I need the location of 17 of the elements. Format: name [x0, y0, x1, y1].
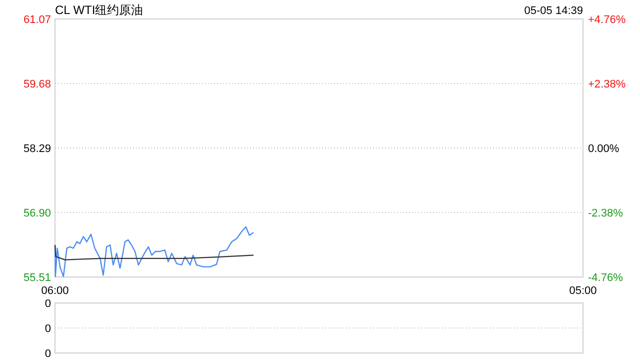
text: 05-05 14:39	[524, 5, 583, 17]
y2-tick-label: -2.38%	[588, 208, 624, 220]
y2-tick-label: +4.76%	[588, 14, 626, 26]
y-tick-label: 58.29	[23, 143, 51, 155]
y2-tick-label: +2.38%	[588, 78, 626, 90]
y2-tick-label: -4.76%	[588, 272, 624, 284]
chart-title: CL WTI纽约原油	[55, 3, 144, 17]
y-tick-label: 61.07	[23, 14, 51, 26]
y-tick-label: 56.90	[23, 208, 51, 220]
y-tick-label: 55.51	[23, 272, 51, 284]
x-tick-label: 06:00	[41, 285, 69, 297]
text: 0	[44, 323, 51, 335]
text: 0	[44, 348, 51, 360]
text: 0	[44, 298, 51, 310]
y-tick-label: 59.68	[23, 78, 51, 90]
x-tick-label: 05:00	[569, 285, 597, 297]
y2-tick-label: 0.00%	[588, 143, 620, 155]
